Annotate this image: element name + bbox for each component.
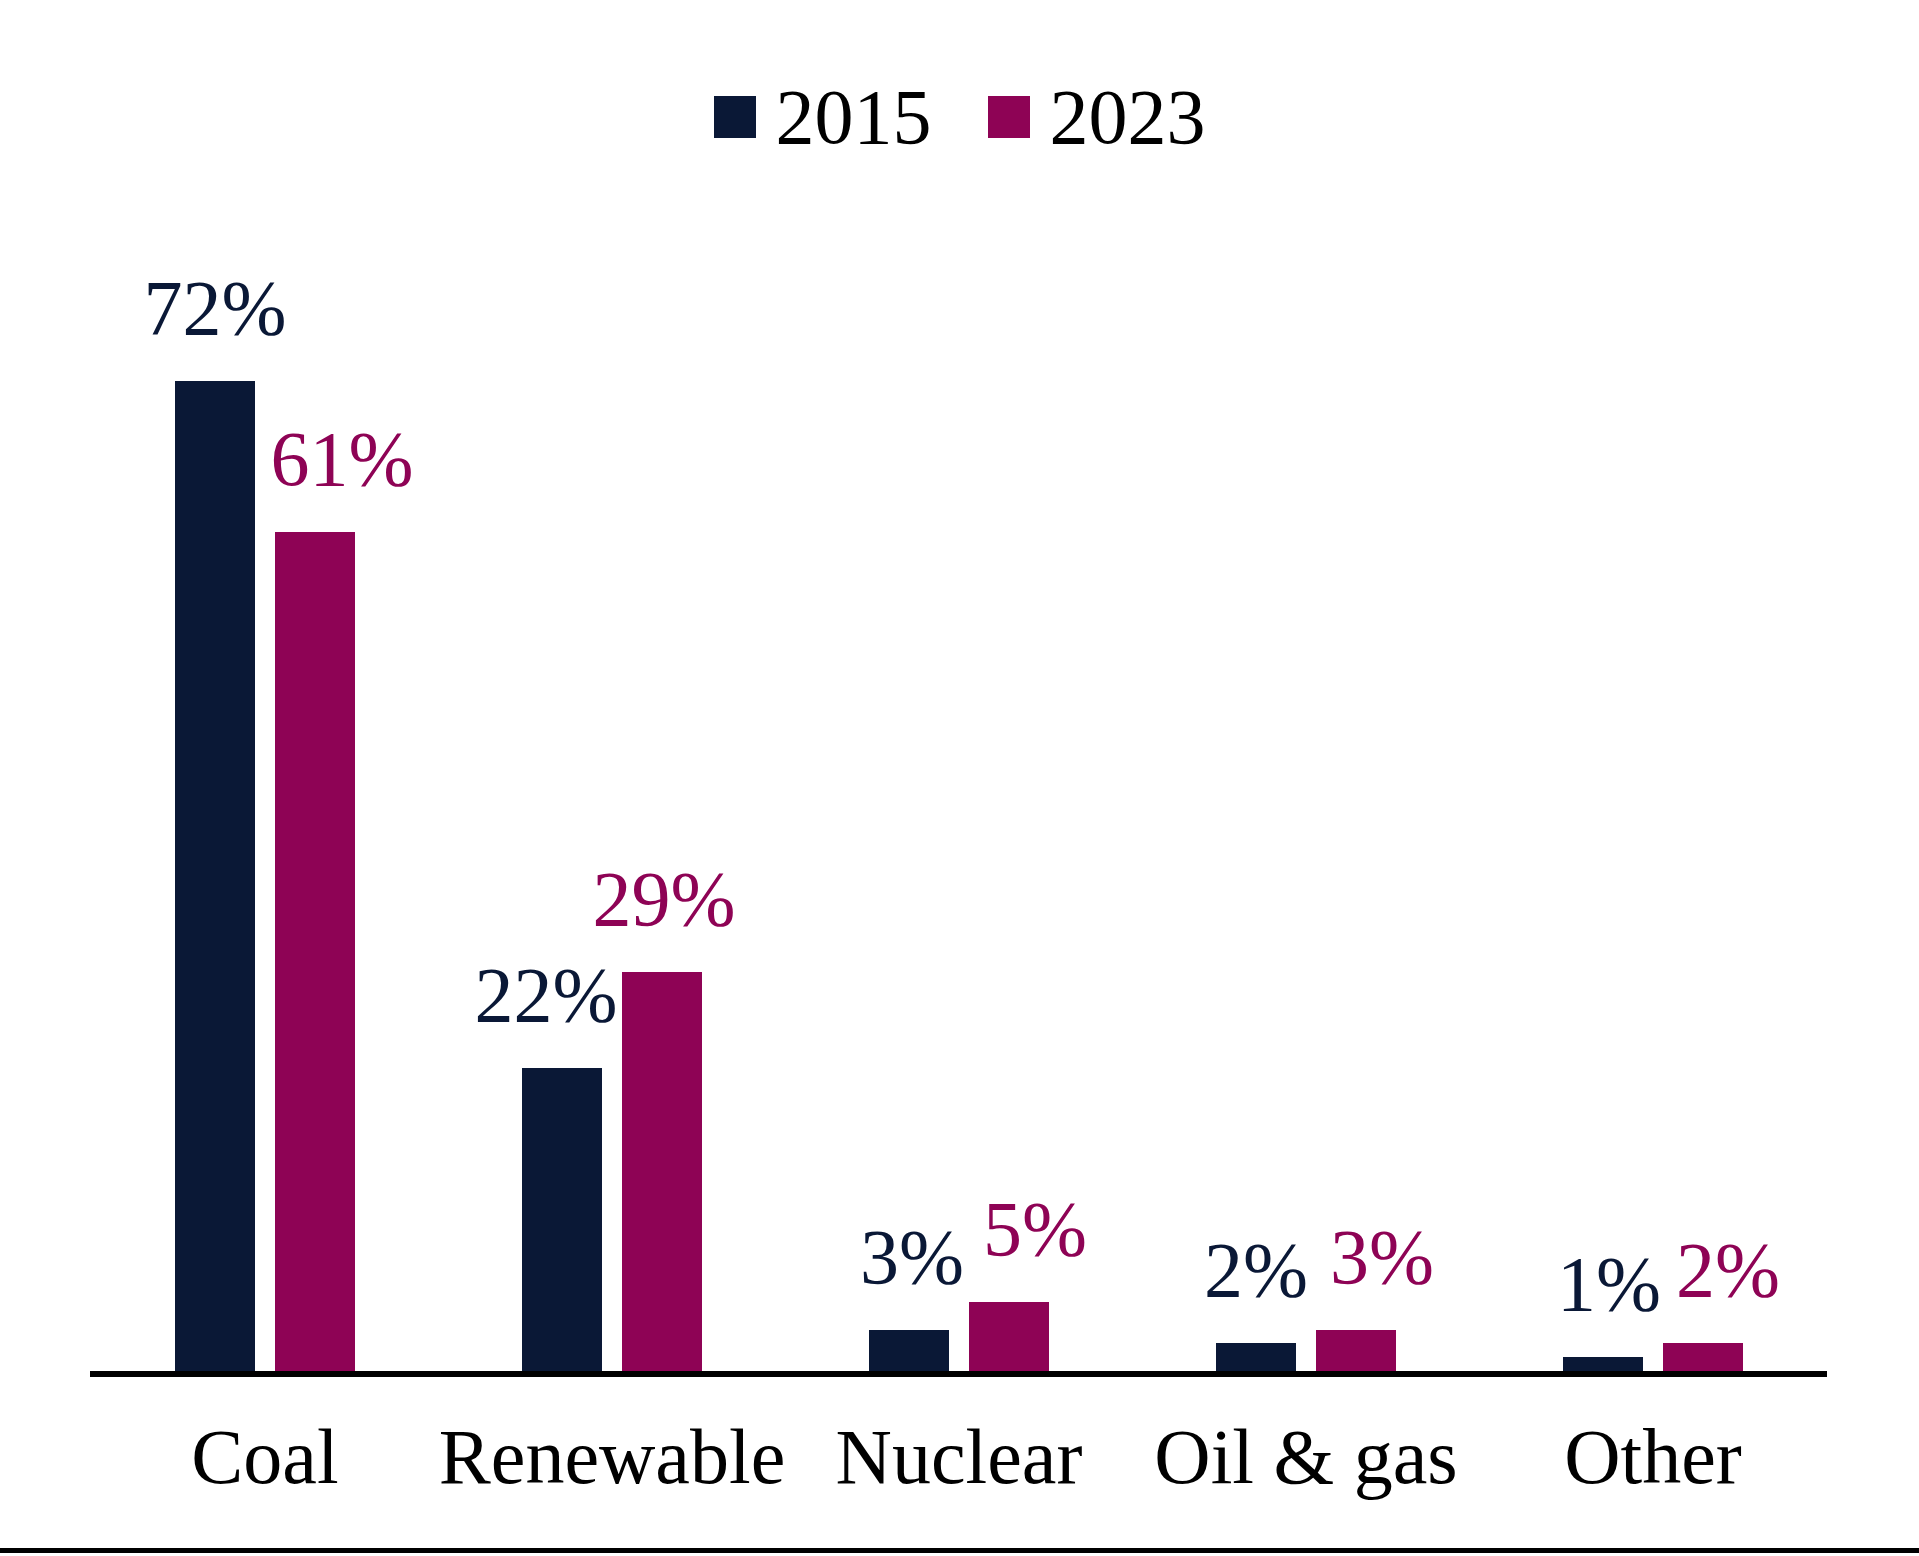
plot-area: 72%22%3%2%1%61%29%5%3%2%: [0, 0, 1919, 1371]
data-label-2015-Other: 1%: [1557, 1245, 1661, 1323]
bar-2015-Other: [1563, 1357, 1643, 1371]
data-label-2023-Oil & gas: 3%: [1330, 1218, 1434, 1296]
category-label-Oil & gas: Oil & gas: [1154, 1418, 1457, 1496]
bottom-border-rule: [0, 1548, 1919, 1553]
bar-chart: 20152023 72%22%3%2%1%61%29%5%3%2% CoalRe…: [0, 0, 1919, 1556]
bar-2015-Oil & gas: [1216, 1343, 1296, 1371]
bar-2023-Nuclear: [969, 1302, 1049, 1371]
bar-2023-Other: [1663, 1343, 1743, 1371]
bar-2023-Renewable: [622, 972, 702, 1371]
data-label-2015-Nuclear: 3%: [860, 1218, 964, 1296]
category-label-Renewable: Renewable: [439, 1418, 786, 1496]
data-label-2015-Oil & gas: 2%: [1204, 1231, 1308, 1309]
data-label-2023-Nuclear: 5%: [983, 1190, 1087, 1268]
bar-2015-Renewable: [522, 1068, 602, 1371]
bar-2015-Coal: [175, 381, 255, 1371]
category-label-Other: Other: [1564, 1418, 1742, 1496]
bar-2023-Oil & gas: [1316, 1330, 1396, 1371]
data-label-2023-Renewable: 29%: [593, 860, 736, 938]
x-axis-line: [90, 1371, 1827, 1377]
bar-2015-Nuclear: [869, 1330, 949, 1371]
data-label-2023-Other: 2%: [1676, 1231, 1780, 1309]
bar-2023-Coal: [275, 532, 355, 1371]
category-label-Coal: Coal: [191, 1418, 338, 1496]
data-label-2023-Coal: 61%: [271, 420, 414, 498]
data-label-2015-Coal: 72%: [144, 269, 287, 347]
data-label-2015-Renewable: 22%: [475, 956, 618, 1034]
category-label-Nuclear: Nuclear: [836, 1418, 1083, 1496]
